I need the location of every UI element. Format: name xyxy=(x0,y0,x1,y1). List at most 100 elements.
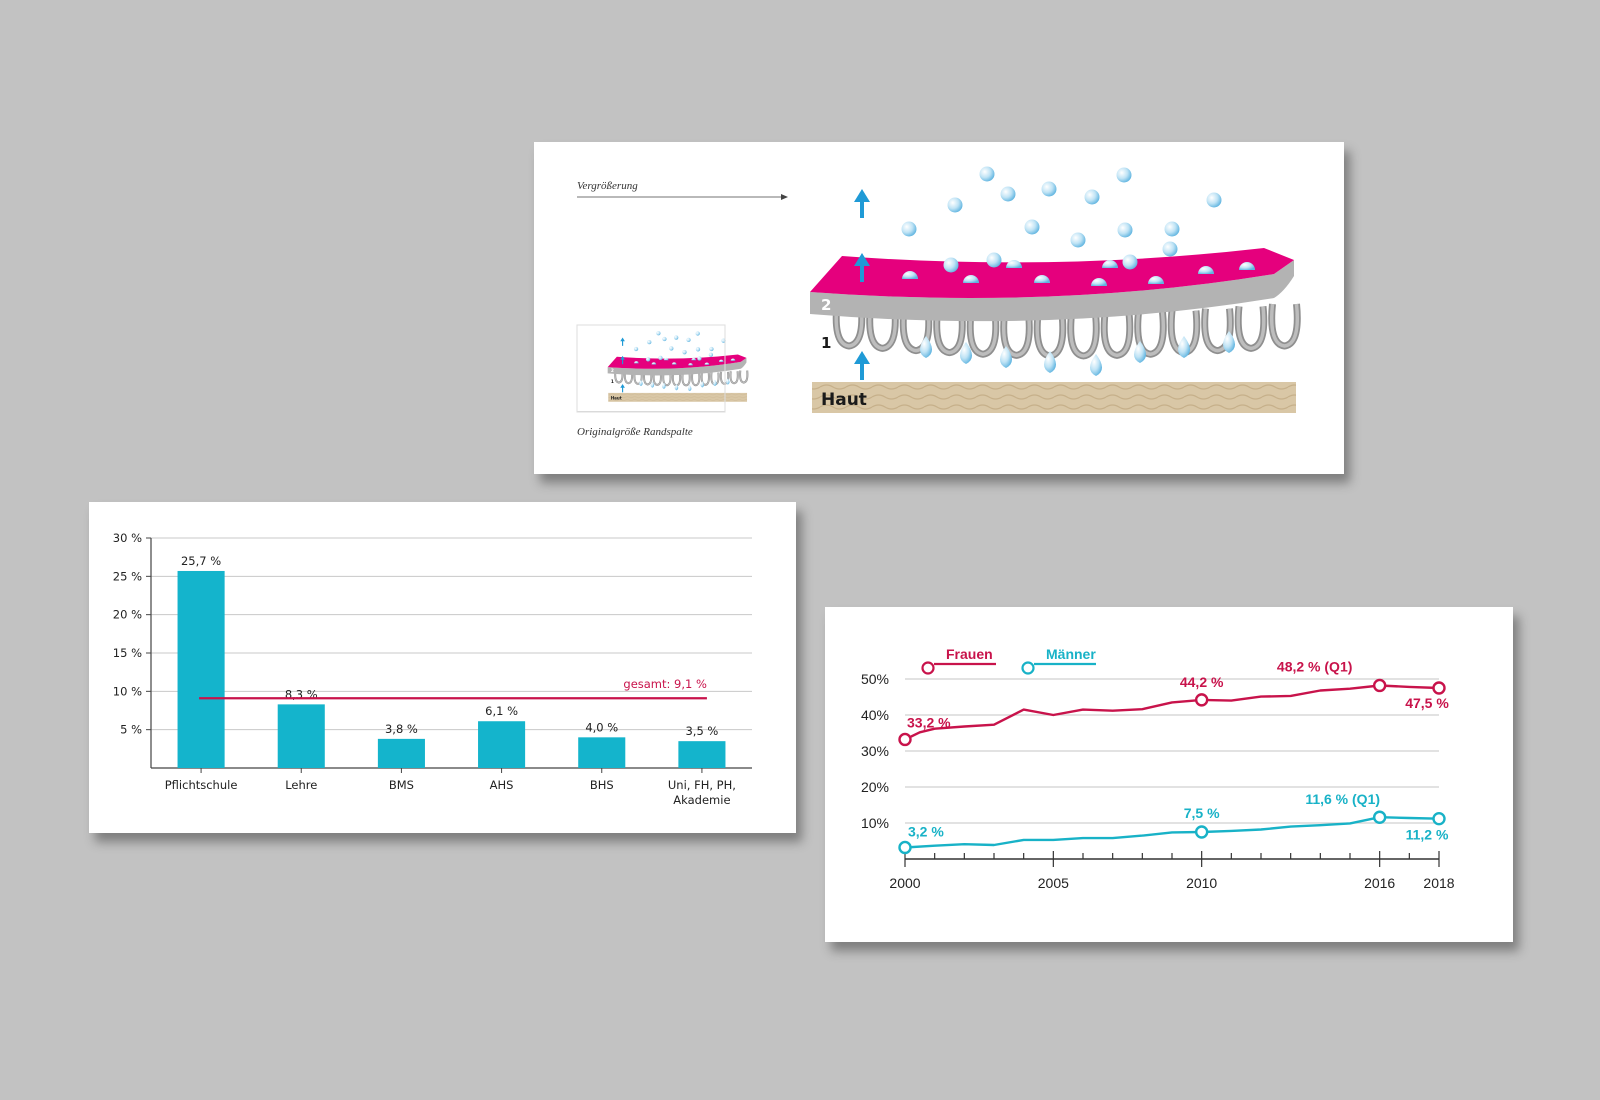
water-drop xyxy=(1102,260,1118,268)
thumbnail-caption: Originalgröße Randspalte xyxy=(577,426,693,438)
water-drop xyxy=(920,336,932,358)
bar xyxy=(277,704,325,768)
category-label: Akademie xyxy=(673,793,730,807)
loop-shape xyxy=(614,370,624,384)
water-drop xyxy=(963,275,979,283)
line-chart-card: 10% 20% 30% 40% 50% 2000 2005 2010 2016 2018 33,… xyxy=(825,607,1513,942)
water-drop xyxy=(1041,181,1057,197)
series-marker xyxy=(1372,810,1387,824)
bar-value-label: 3,8 % xyxy=(385,722,418,736)
loop-shape xyxy=(653,372,662,386)
series-marker xyxy=(1432,681,1446,695)
loop-shape xyxy=(1002,313,1031,358)
water-drop xyxy=(671,362,677,365)
category-label: AHS xyxy=(490,778,514,792)
water-drops xyxy=(633,331,736,392)
water-drop xyxy=(700,381,705,388)
series-line xyxy=(904,815,1440,849)
series-marker xyxy=(898,840,912,855)
x-tick-label: 2016 xyxy=(1364,875,1395,891)
loop-shape xyxy=(1270,303,1299,348)
water-drop xyxy=(1164,221,1180,237)
loop-shape xyxy=(739,370,748,384)
water-drop xyxy=(639,379,643,387)
water-drop xyxy=(943,257,959,273)
line-y-axis: 10% 20% 30% 40% 50% xyxy=(861,671,889,831)
layer-2-label: 2 xyxy=(821,296,831,314)
thumbnail-frame xyxy=(576,324,726,413)
data-label: 3,2 % xyxy=(908,823,944,839)
data-label: 33,2 % xyxy=(907,714,951,730)
water-drop xyxy=(688,363,693,366)
water-drop xyxy=(1178,336,1190,358)
y-tick-label: 30 % xyxy=(113,531,142,545)
water-drop xyxy=(1198,266,1214,274)
vapor-arrow-icon xyxy=(620,384,625,393)
vapor-arrow-icon xyxy=(620,355,625,365)
bar xyxy=(578,737,626,768)
y-tick-label: 10% xyxy=(861,815,889,831)
series-marker xyxy=(898,732,912,747)
water-drop xyxy=(901,221,917,237)
series-line xyxy=(904,684,1440,741)
water-drop xyxy=(947,197,963,213)
x-tick-label: 2010 xyxy=(1186,875,1217,891)
bar-value-label: 4,0 % xyxy=(585,720,618,734)
category-label: Lehre xyxy=(285,778,317,792)
water-drop xyxy=(713,379,717,387)
loop-shape xyxy=(681,373,691,386)
water-drop xyxy=(695,347,701,352)
thumbnail-diagram: Haut 1 2 xyxy=(576,324,749,413)
water-drop xyxy=(650,381,655,388)
loop-shape xyxy=(1102,313,1132,358)
data-label: 47,5 % xyxy=(1405,695,1449,711)
vapor-arrow-icon xyxy=(854,253,870,282)
water-drop xyxy=(1000,346,1012,368)
layer-2 xyxy=(607,357,747,376)
legend-label: Frauen xyxy=(946,646,993,662)
loop-shape xyxy=(1236,306,1266,351)
legend-label: Männer xyxy=(1046,646,1096,662)
water-drop xyxy=(1044,351,1056,373)
layer-1-label: 1 xyxy=(821,334,831,352)
y-tick-label: 20 % xyxy=(113,608,142,622)
x-tick-label: 2018 xyxy=(1423,875,1454,891)
data-label: 11,2 % xyxy=(1406,827,1449,843)
bar-series xyxy=(177,570,726,768)
bar-gridlines xyxy=(151,537,752,731)
bar xyxy=(177,570,225,768)
y-tick-label: 40% xyxy=(861,707,889,723)
water-drop xyxy=(687,384,692,392)
water-drop xyxy=(1134,341,1146,363)
membrane-top xyxy=(810,248,1294,298)
water-drop xyxy=(1117,222,1133,238)
x-tick-label: 2000 xyxy=(889,875,920,891)
zoom-arrow-head xyxy=(781,194,788,200)
legend-marker xyxy=(921,661,935,675)
loop-shape xyxy=(968,312,998,356)
water-drop xyxy=(708,352,714,357)
water-drop xyxy=(663,357,669,361)
water-drop xyxy=(662,336,667,342)
water-drop xyxy=(674,384,679,391)
water-drop xyxy=(1091,278,1107,286)
membrane-top xyxy=(607,354,747,369)
loop-shape xyxy=(701,372,710,386)
vapor-arrow-icon xyxy=(854,351,870,380)
water-drop xyxy=(1070,232,1086,248)
layer-1-label: 1 xyxy=(611,379,614,385)
water-drop xyxy=(686,337,691,342)
water-drop xyxy=(674,335,679,340)
data-label: 11,6 % (Q1) xyxy=(1305,791,1380,807)
loop-shape xyxy=(1069,313,1098,358)
water-drop xyxy=(658,355,663,361)
loop-shape xyxy=(935,310,964,355)
loop-shape xyxy=(901,308,931,353)
water-drop xyxy=(902,271,918,279)
layer-2 xyxy=(810,260,1294,322)
water-drop xyxy=(645,357,651,362)
bar-chart-card: 5 % 10 % 15 % 20 % 25 % 30 % 25,7 % 8,3 % 3,8 %… xyxy=(89,502,796,833)
loop-shape xyxy=(662,373,672,386)
water-drop xyxy=(1122,254,1138,270)
water-drop xyxy=(1223,331,1235,353)
